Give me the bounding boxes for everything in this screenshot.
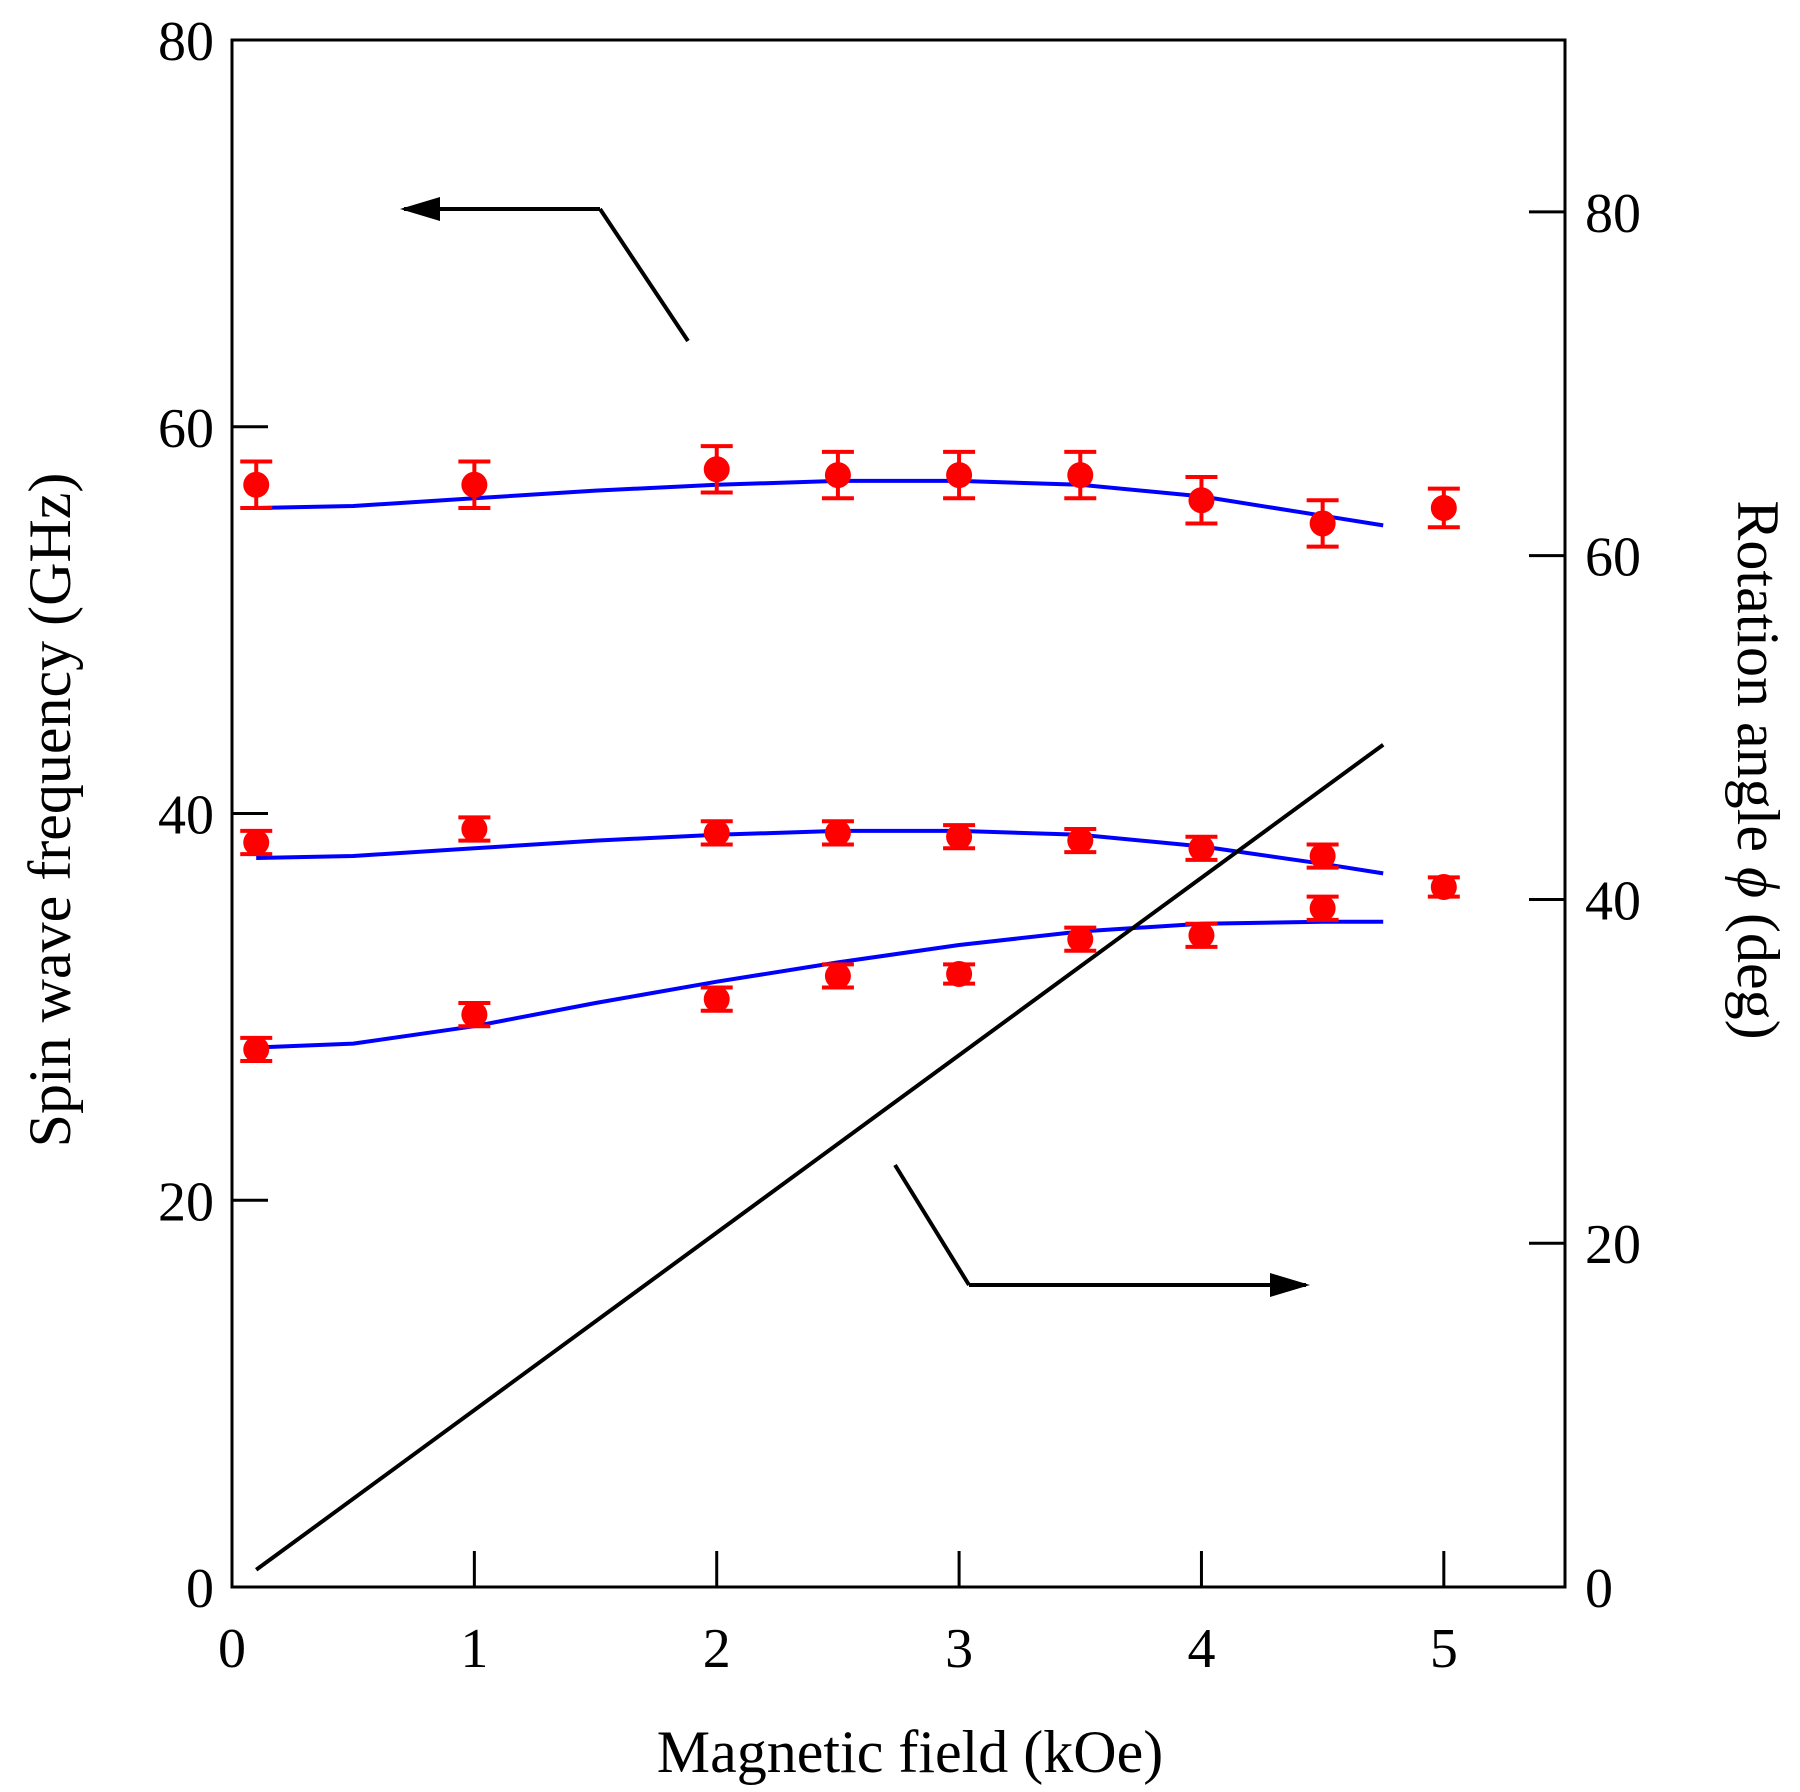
data-point (461, 471, 488, 498)
data-point (243, 1036, 270, 1063)
data-point (703, 819, 730, 846)
y-axis-label: Spin wave frequency (GHz) (17, 473, 83, 1148)
measured-series (240, 815, 1460, 900)
right-axis-arrow (893, 1163, 1310, 1297)
x-tick-label: 5 (1430, 1618, 1458, 1680)
data-point (1067, 827, 1094, 854)
data-point (243, 829, 270, 856)
y2-tick-label: 60 (1585, 527, 1641, 589)
x-tick-label: 3 (945, 1618, 973, 1680)
x-axis-ticks: 0 1 2 3 4 5 (218, 1551, 1458, 1680)
data-point (1067, 926, 1094, 953)
data-point (824, 962, 851, 989)
fit-curve (256, 919, 1384, 1050)
data-point (1309, 843, 1336, 870)
data-point (243, 471, 270, 498)
data-point (1188, 922, 1215, 949)
y2-axis-label-main: Rotation angle (1725, 500, 1791, 867)
measured-series (240, 894, 1339, 1064)
fit-curves (256, 478, 1384, 1050)
y-tick-label: 60 (158, 398, 214, 460)
data-point (824, 819, 851, 846)
y2-tick-label: 20 (1585, 1214, 1641, 1276)
data-point (1188, 835, 1215, 862)
data-point (946, 961, 973, 988)
x-tick-label: 1 (460, 1618, 488, 1680)
y2-axis-label-symbol: ϕ (1725, 867, 1791, 898)
right-arrow-diagonal (893, 1163, 971, 1287)
data-point (1309, 510, 1336, 537)
right-axis-ticks: 0 20 40 60 80 (1529, 183, 1641, 1620)
y2-tick-label: 0 (1585, 1558, 1613, 1620)
x-tick-label: 2 (703, 1618, 731, 1680)
y-tick-label: 40 (158, 785, 214, 847)
data-point (1430, 494, 1457, 521)
measured-points (240, 444, 1460, 1064)
y2-axis-label-unit: (deg) (1725, 898, 1791, 1040)
rotation-angle-curve (255, 743, 1385, 1572)
data-point (1309, 895, 1336, 922)
x-tick-label: 4 (1187, 1618, 1215, 1680)
data-point (1188, 487, 1215, 514)
data-point (1430, 873, 1457, 900)
y-tick-label: 20 (158, 1171, 214, 1233)
fit-curve (256, 478, 1384, 528)
data-point (461, 815, 488, 842)
x-axis-label: Magnetic field (kOe) (657, 1719, 1163, 1785)
left-axis-arrow (400, 197, 690, 343)
rotation-angle-line (255, 743, 1385, 1572)
data-point (1067, 462, 1094, 489)
y2-axis-label: Rotation angle ϕ (deg) (1725, 500, 1791, 1039)
left-arrow-diagonal (598, 207, 690, 343)
data-point (946, 823, 973, 850)
plot-frame (230, 38, 1567, 1589)
data-point (703, 986, 730, 1013)
data-point (461, 1001, 488, 1028)
y-tick-label: 0 (186, 1558, 214, 1620)
y-tick-label: 80 (158, 11, 214, 73)
x-tick-label: 0 (218, 1618, 246, 1680)
left-axis-ticks: 0 20 40 60 80 (158, 11, 268, 1620)
measured-series (240, 444, 1460, 549)
data-point (946, 462, 973, 489)
data-point (824, 462, 851, 489)
y2-tick-label: 80 (1585, 183, 1641, 245)
y2-tick-label: 40 (1585, 870, 1641, 932)
data-point (703, 456, 730, 483)
